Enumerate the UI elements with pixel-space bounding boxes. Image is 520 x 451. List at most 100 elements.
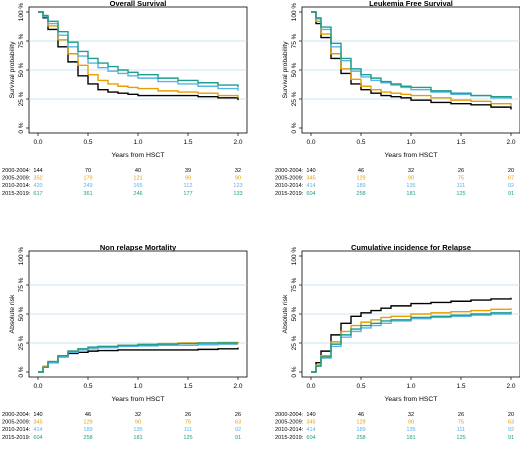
- y-tick-label: 75 %: [291, 277, 298, 292]
- x-axis-label: Years from HSCT: [111, 396, 164, 403]
- risk-row-label: 2005-2009:: [2, 176, 31, 182]
- y-tick-label: 100 %: [291, 247, 298, 266]
- chart-title: Non relapse Mortality: [100, 243, 177, 252]
- risk-value: 414: [306, 183, 315, 189]
- chart-panel-1: Overall Survival 0 % 25 % 50 % 75 % 100 % Surv…: [2, 0, 248, 197]
- x-tick-label: 1.5: [183, 139, 192, 146]
- risk-value: 112: [184, 183, 193, 189]
- risk-value: 140: [33, 412, 42, 418]
- risk-value: 32: [135, 412, 141, 418]
- risk-value: 135: [133, 427, 142, 433]
- risk-value: 140: [306, 168, 315, 174]
- risk-value: 129: [83, 420, 92, 426]
- x-tick-label: 1.5: [183, 383, 192, 390]
- risk-value: 181: [406, 191, 415, 197]
- risk-value: 26: [458, 168, 464, 174]
- risk-value: 40: [135, 168, 141, 174]
- risk-value: 75: [458, 176, 464, 182]
- x-tick-label: 1.0: [133, 139, 142, 146]
- x-tick-label: 1.5: [456, 383, 465, 390]
- y-tick-label: 100 %: [18, 3, 25, 22]
- risk-value: 617: [33, 191, 42, 197]
- risk-value: 26: [458, 412, 464, 418]
- risk-value: 258: [83, 435, 92, 441]
- risk-value: 129: [356, 176, 365, 182]
- y-tick-label: 0 %: [291, 122, 298, 133]
- risk-value: 144: [33, 168, 42, 174]
- risk-value: 111: [457, 183, 466, 189]
- x-tick-label: 0.5: [356, 139, 365, 146]
- risk-row-label: 2010-2014:: [275, 183, 304, 189]
- x-tick-label: 1.5: [456, 139, 465, 146]
- risk-row-label: 2010-2014:: [2, 183, 31, 189]
- risk-value: 75: [458, 420, 464, 426]
- risk-row-label: 2000-2004:: [275, 168, 304, 174]
- risk-value: 165: [133, 183, 142, 189]
- risk-value: 111: [457, 427, 466, 433]
- x-tick-label: 0.5: [356, 383, 365, 390]
- x-tick-label: 1.0: [133, 383, 142, 390]
- risk-value: 135: [406, 183, 415, 189]
- y-tick-label: 75 %: [18, 33, 25, 48]
- risk-value: 125: [456, 435, 465, 441]
- series-line-2015-2019: [38, 11, 239, 88]
- risk-value: 181: [406, 435, 415, 441]
- y-tick-label: 25 %: [291, 335, 298, 350]
- risk-value: 181: [133, 435, 142, 441]
- risk-value: 604: [306, 191, 315, 197]
- y-tick-label: 50 %: [291, 62, 298, 77]
- risk-row-label: 2005-2009:: [275, 176, 304, 182]
- x-tick-label: 2.0: [506, 383, 515, 390]
- y-tick-label: 75 %: [291, 33, 298, 48]
- chart-panel-4: Cumulative incidence for Relapse 0 % 25 % 5…: [275, 243, 520, 441]
- x-axis-label: Years from HSCT: [111, 152, 164, 159]
- risk-row-label: 2000-2004:: [275, 412, 304, 418]
- y-tick-label: 25 %: [18, 335, 25, 350]
- y-axis-label: Absolute risk: [9, 294, 16, 334]
- chart-title: Overall Survival: [110, 0, 167, 8]
- risk-value: 177: [183, 191, 192, 197]
- risk-value: 75: [185, 420, 191, 426]
- risk-row-label: 2015-2019:: [2, 191, 31, 197]
- risk-value: 46: [358, 168, 364, 174]
- risk-value: 140: [306, 412, 315, 418]
- risk-value: 90: [235, 176, 241, 182]
- risk-value: 189: [356, 183, 365, 189]
- risk-value: 352: [33, 176, 42, 182]
- x-axis-label: Years from HSCT: [384, 152, 437, 159]
- risk-value: 92: [508, 427, 514, 433]
- risk-value: 249: [83, 183, 92, 189]
- risk-value: 91: [508, 435, 514, 441]
- risk-value: 258: [356, 191, 365, 197]
- x-tick-label: 2.0: [233, 383, 242, 390]
- series-line-2010-2014: [311, 312, 512, 373]
- risk-row-label: 2015-2019:: [2, 435, 31, 441]
- risk-value: 32: [408, 168, 414, 174]
- risk-row-label: 2015-2019:: [275, 191, 304, 197]
- risk-value: 99: [185, 176, 191, 182]
- risk-value: 67: [508, 176, 514, 182]
- x-tick-label: 0.0: [306, 139, 315, 146]
- y-tick-label: 25 %: [18, 91, 25, 106]
- risk-value: 361: [83, 191, 92, 197]
- risk-value: 133: [233, 191, 242, 197]
- risk-value: 258: [356, 435, 365, 441]
- risk-value: 32: [408, 412, 414, 418]
- x-tick-label: 1.0: [406, 383, 415, 390]
- risk-value: 345: [33, 420, 42, 426]
- risk-value: 46: [358, 412, 364, 418]
- risk-value: 91: [235, 435, 241, 441]
- x-tick-label: 2.0: [233, 139, 242, 146]
- x-tick-label: 0.0: [33, 383, 42, 390]
- risk-row-label: 2005-2009:: [275, 420, 304, 426]
- risk-row-label: 2010-2014:: [275, 427, 304, 433]
- risk-value: 604: [306, 435, 315, 441]
- risk-value: 414: [33, 427, 42, 433]
- risk-value: 179: [83, 176, 92, 182]
- y-axis-label: Absolute risk: [282, 294, 289, 334]
- risk-value: 90: [408, 176, 414, 182]
- risk-value: 345: [306, 176, 315, 182]
- chart-title: Cumulative incidence for Relapse: [351, 243, 471, 252]
- x-tick-label: 1.0: [406, 139, 415, 146]
